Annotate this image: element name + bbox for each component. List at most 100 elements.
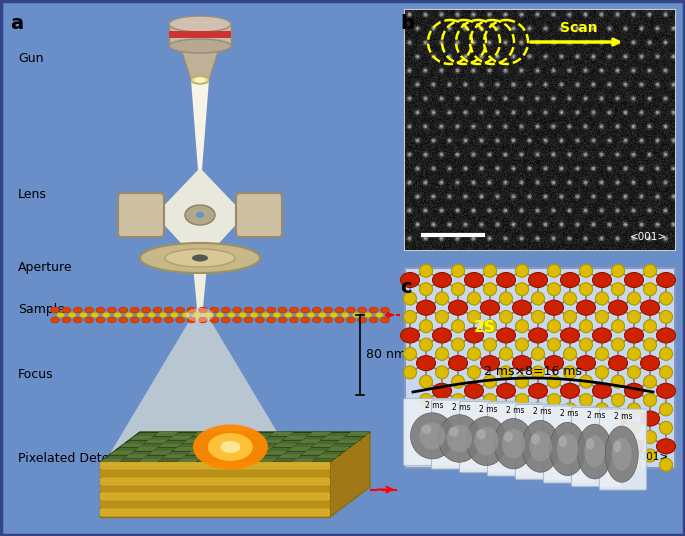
Polygon shape xyxy=(231,432,255,436)
Ellipse shape xyxy=(627,366,640,379)
Text: c: c xyxy=(400,278,412,297)
Ellipse shape xyxy=(627,347,640,360)
Ellipse shape xyxy=(221,441,240,453)
Ellipse shape xyxy=(612,282,625,296)
Ellipse shape xyxy=(564,347,577,360)
Ellipse shape xyxy=(595,347,608,360)
Ellipse shape xyxy=(584,436,605,467)
Ellipse shape xyxy=(499,403,512,416)
Ellipse shape xyxy=(323,317,333,323)
Ellipse shape xyxy=(612,338,625,351)
Ellipse shape xyxy=(451,282,464,296)
Ellipse shape xyxy=(560,328,580,343)
Ellipse shape xyxy=(497,328,516,343)
Ellipse shape xyxy=(196,212,204,218)
Ellipse shape xyxy=(449,356,467,370)
Text: 2 ms: 2 ms xyxy=(560,409,578,418)
Ellipse shape xyxy=(656,272,675,287)
Bar xyxy=(169,31,231,38)
Ellipse shape xyxy=(153,317,162,323)
Ellipse shape xyxy=(625,328,643,343)
FancyBboxPatch shape xyxy=(543,406,595,483)
Ellipse shape xyxy=(193,425,268,470)
Ellipse shape xyxy=(369,307,378,313)
Ellipse shape xyxy=(369,317,378,323)
Ellipse shape xyxy=(547,393,560,407)
Text: 2 ms: 2 ms xyxy=(533,407,551,416)
Ellipse shape xyxy=(627,458,640,471)
Ellipse shape xyxy=(233,317,242,323)
Ellipse shape xyxy=(467,403,480,416)
Text: 2 ms: 2 ms xyxy=(479,405,497,413)
Ellipse shape xyxy=(451,375,464,388)
Ellipse shape xyxy=(564,421,577,434)
Ellipse shape xyxy=(586,438,594,450)
Ellipse shape xyxy=(595,310,608,323)
Ellipse shape xyxy=(199,317,208,323)
Ellipse shape xyxy=(580,430,593,443)
Ellipse shape xyxy=(593,383,612,398)
Text: Sample: Sample xyxy=(18,303,65,316)
Polygon shape xyxy=(169,436,192,440)
Ellipse shape xyxy=(195,78,205,83)
Polygon shape xyxy=(312,443,336,447)
Ellipse shape xyxy=(467,310,480,323)
Ellipse shape xyxy=(96,317,105,323)
Ellipse shape xyxy=(499,421,512,434)
Polygon shape xyxy=(235,443,259,447)
Ellipse shape xyxy=(577,424,612,479)
Ellipse shape xyxy=(364,312,372,317)
Ellipse shape xyxy=(501,429,525,458)
Ellipse shape xyxy=(73,307,82,313)
Ellipse shape xyxy=(108,317,116,323)
Polygon shape xyxy=(201,455,225,458)
Polygon shape xyxy=(221,440,245,443)
Text: Scan: Scan xyxy=(560,21,597,35)
Ellipse shape xyxy=(593,439,612,454)
Ellipse shape xyxy=(216,312,224,317)
FancyBboxPatch shape xyxy=(236,193,282,237)
Ellipse shape xyxy=(140,243,260,273)
Ellipse shape xyxy=(142,317,151,323)
Ellipse shape xyxy=(564,310,577,323)
Ellipse shape xyxy=(484,430,497,443)
Ellipse shape xyxy=(627,310,640,323)
Text: Focus: Focus xyxy=(18,369,53,382)
Ellipse shape xyxy=(205,312,212,317)
Polygon shape xyxy=(263,451,288,455)
Ellipse shape xyxy=(660,403,673,416)
Ellipse shape xyxy=(451,338,464,351)
Ellipse shape xyxy=(564,458,577,471)
Ellipse shape xyxy=(153,307,162,313)
Ellipse shape xyxy=(164,317,173,323)
Polygon shape xyxy=(308,432,332,436)
Ellipse shape xyxy=(532,310,545,323)
Ellipse shape xyxy=(401,328,419,343)
Ellipse shape xyxy=(547,282,560,296)
Ellipse shape xyxy=(529,383,547,398)
Ellipse shape xyxy=(169,39,231,53)
Ellipse shape xyxy=(290,307,299,313)
Ellipse shape xyxy=(612,319,625,333)
Ellipse shape xyxy=(529,272,547,287)
Polygon shape xyxy=(192,432,216,436)
Ellipse shape xyxy=(643,319,656,333)
Text: 2 ms: 2 ms xyxy=(506,406,524,415)
Polygon shape xyxy=(259,440,284,443)
Ellipse shape xyxy=(516,338,529,351)
Ellipse shape xyxy=(51,307,60,313)
Ellipse shape xyxy=(640,356,660,370)
Ellipse shape xyxy=(564,292,577,305)
Ellipse shape xyxy=(499,347,512,360)
Polygon shape xyxy=(336,440,360,443)
Ellipse shape xyxy=(625,272,643,287)
Ellipse shape xyxy=(499,310,512,323)
Ellipse shape xyxy=(613,441,621,452)
Ellipse shape xyxy=(608,300,627,315)
Ellipse shape xyxy=(191,76,209,84)
Text: b: b xyxy=(400,14,414,33)
Ellipse shape xyxy=(273,312,281,317)
Ellipse shape xyxy=(467,458,480,471)
Ellipse shape xyxy=(114,312,121,317)
Ellipse shape xyxy=(416,300,436,315)
